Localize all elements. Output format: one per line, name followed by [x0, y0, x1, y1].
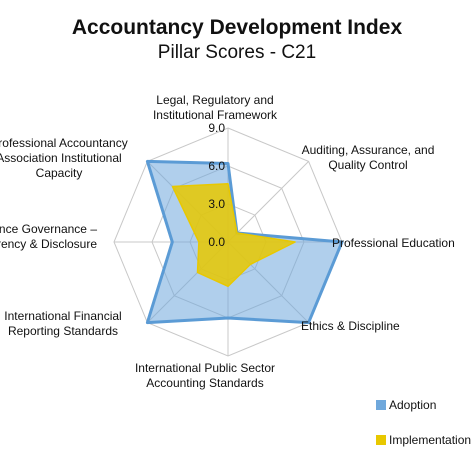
series-area-implementation: [171, 182, 296, 288]
legend-item-adoption: Adoption: [376, 398, 436, 412]
tick-label-2: 6.0: [208, 159, 225, 173]
axis-label-4: International Public Sector Accounting St…: [135, 361, 275, 390]
legend-label-adoption: Adoption: [389, 398, 437, 412]
legend-swatch-adoption: [376, 400, 386, 410]
legend-swatch-implementation: [376, 435, 386, 445]
axis-spoke-1: [227, 161, 309, 243]
tick-label-3: 9.0: [208, 121, 225, 135]
axis-label-3: Ethics & Discipline: [301, 319, 400, 333]
axis-label-7: Professional Accountancy Association Inst…: [0, 136, 128, 180]
legend-item-implementation: Implementation: [376, 433, 471, 447]
tick-label-0: 0.0: [208, 235, 225, 249]
legend-label-implementation: Implementation: [389, 433, 472, 447]
chart-subtitle: Pillar Scores - C21: [157, 42, 317, 63]
axis-label-2: Professional Education: [332, 236, 455, 250]
axis-label-1: Auditing, Assurance, and Quality Control: [302, 143, 435, 172]
axis-label-6: Public Sector Finance Governance –Transp…: [0, 222, 97, 251]
axis-label-0: Legal, Regulatory and Institutional Frame…: [153, 93, 278, 122]
axis-label-5: International Financial Reporting Standar…: [4, 309, 121, 338]
tick-label-1: 3.0: [208, 197, 225, 211]
chart-title: Accountancy Development Index: [71, 16, 403, 39]
